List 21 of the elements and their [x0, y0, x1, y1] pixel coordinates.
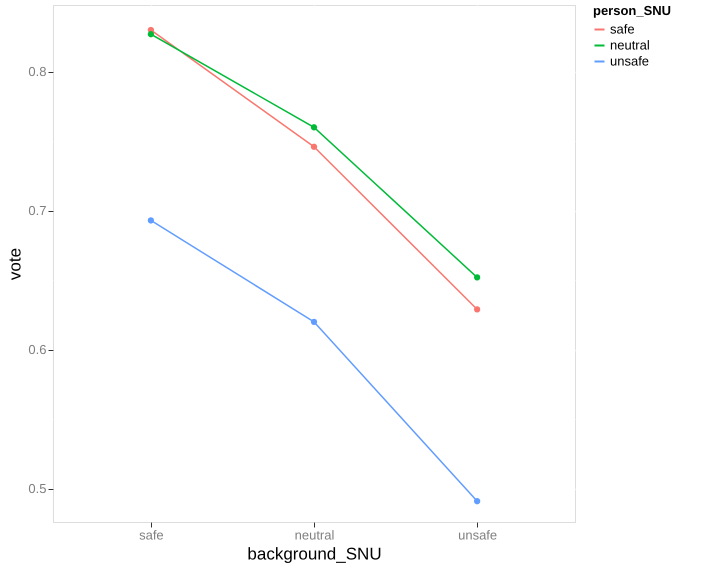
point	[148, 217, 154, 224]
y-tick-label: 0.7	[28, 203, 46, 218]
legend-label: safe	[610, 22, 635, 36]
point	[310, 144, 318, 150]
point	[310, 318, 318, 326]
point	[474, 274, 480, 281]
point	[474, 498, 480, 504]
y-tick-label: 0.6	[28, 342, 46, 358]
x-tick-label: safe	[139, 528, 164, 542]
point	[474, 306, 480, 313]
legend-title: person_SNU	[593, 3, 672, 18]
legend-label: neutral	[610, 38, 650, 52]
x-axis-title: background_SNU	[247, 544, 382, 564]
y-tick-label: 0.5	[28, 481, 46, 496]
y-axis-title: vote	[5, 248, 24, 280]
x-tick-label: unsafe	[458, 528, 498, 542]
point	[148, 31, 154, 38]
point	[310, 124, 318, 130]
x-tick-label: neutral	[294, 528, 334, 542]
y-tick-label: 0.8	[28, 64, 46, 80]
legend-label: unsafe	[610, 54, 650, 68]
